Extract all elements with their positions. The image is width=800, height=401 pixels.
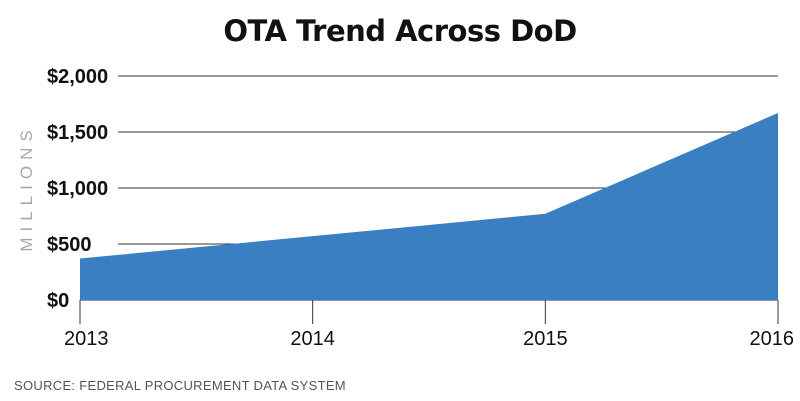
x-axis-ticks: 2013 2014 2015 2016 xyxy=(64,300,794,350)
y-tick-label: $500 xyxy=(47,234,92,256)
source-note: SOURCE: FEDERAL PROCUREMENT DATA SYSTEM xyxy=(14,378,346,393)
y-tick-label: $1,000 xyxy=(47,178,108,200)
x-tick-label: 2016 xyxy=(750,328,795,350)
chart-title: OTA Trend Across DoD xyxy=(223,14,577,48)
x-tick-label: 2013 xyxy=(64,328,109,350)
y-tick-label: $0 xyxy=(47,290,69,312)
y-tick-label: $2,000 xyxy=(47,66,108,88)
x-tick-label: 2014 xyxy=(290,328,335,350)
y-axis-ticks: $0 $500 $1,000 $1,500 $2,000 xyxy=(47,66,108,312)
area-series xyxy=(80,112,778,301)
x-tick-label: 2015 xyxy=(523,328,568,350)
y-axis-label: MILLIONS xyxy=(17,124,36,251)
y-tick-label: $1,500 xyxy=(47,122,108,144)
